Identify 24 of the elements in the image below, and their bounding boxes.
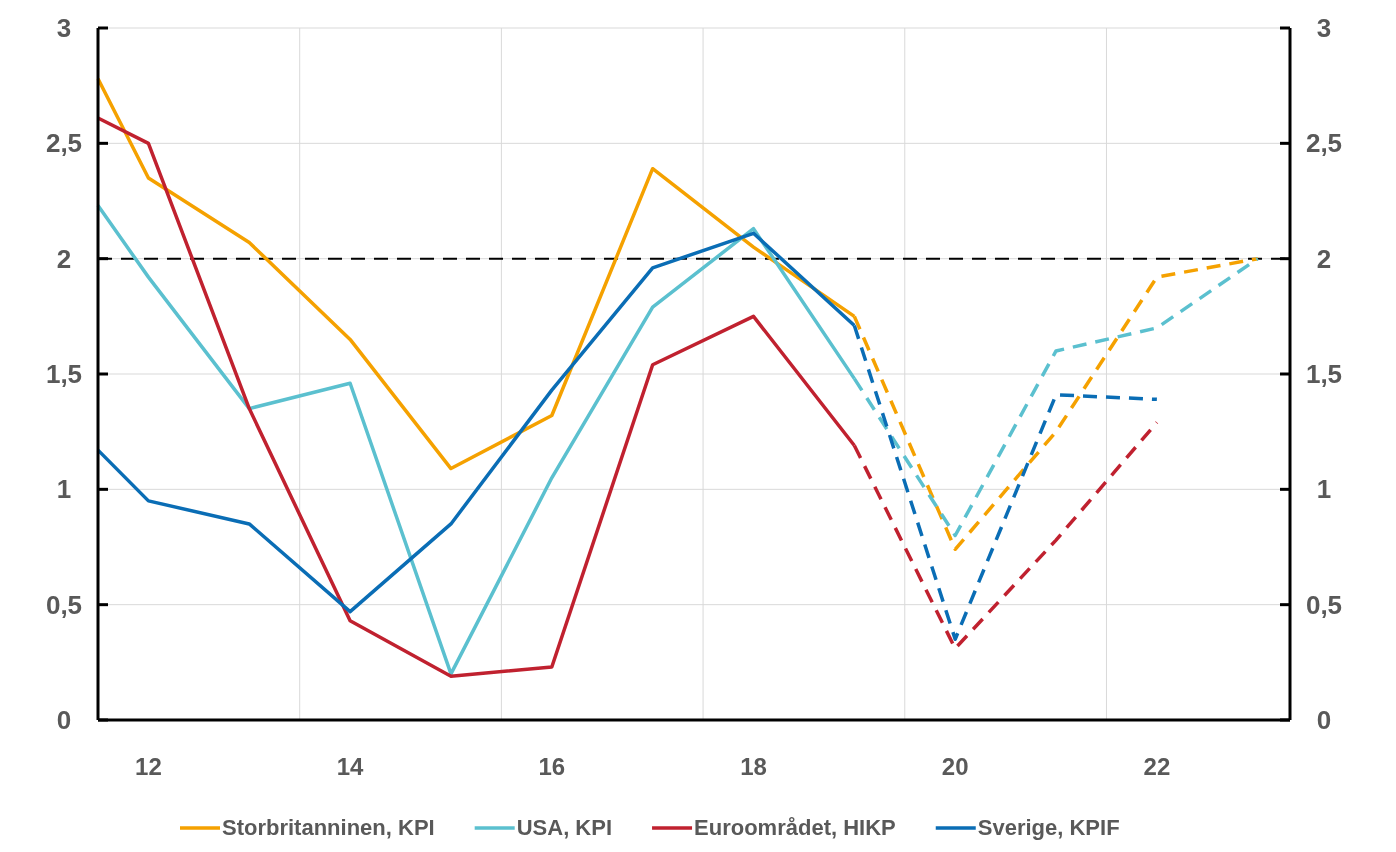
y-tick-label: 0: [56, 705, 72, 735]
y-tick-label: 0,5: [45, 589, 83, 620]
x-tick-label: 12: [135, 753, 162, 780]
y2-tick-label: 2: [1316, 243, 1332, 274]
y-tick-label: 2: [56, 243, 72, 274]
legend-label: Euroområdet, HIKP: [694, 815, 896, 840]
y2-tick-label: 1,5: [1305, 359, 1343, 389]
legend-label: Sverige, KPIF: [977, 815, 1120, 840]
y2-tick-label: 0: [1316, 705, 1332, 735]
legend-label: Storbritanninen, KPI: [222, 815, 435, 840]
legend-label: USA, KPI: [516, 815, 613, 840]
y-tick-label: 3: [56, 13, 72, 43]
y2-tick-label: 1: [1316, 474, 1332, 505]
x-tick-label: 20: [941, 753, 969, 780]
y-tick-label: 2,5: [45, 128, 83, 159]
x-tick-label: 18: [740, 753, 767, 780]
y-tick-label: 1: [56, 474, 72, 505]
x-tick-label: 14: [336, 753, 365, 780]
x-tick-label: 22: [1143, 753, 1171, 780]
y-tick-label: 1,5: [45, 359, 83, 389]
y2-tick-label: 2,5: [1305, 128, 1343, 159]
y2-tick-label: 3: [1316, 13, 1332, 43]
x-tick-label: 16: [538, 753, 566, 780]
y2-tick-label: 0,5: [1305, 589, 1343, 620]
